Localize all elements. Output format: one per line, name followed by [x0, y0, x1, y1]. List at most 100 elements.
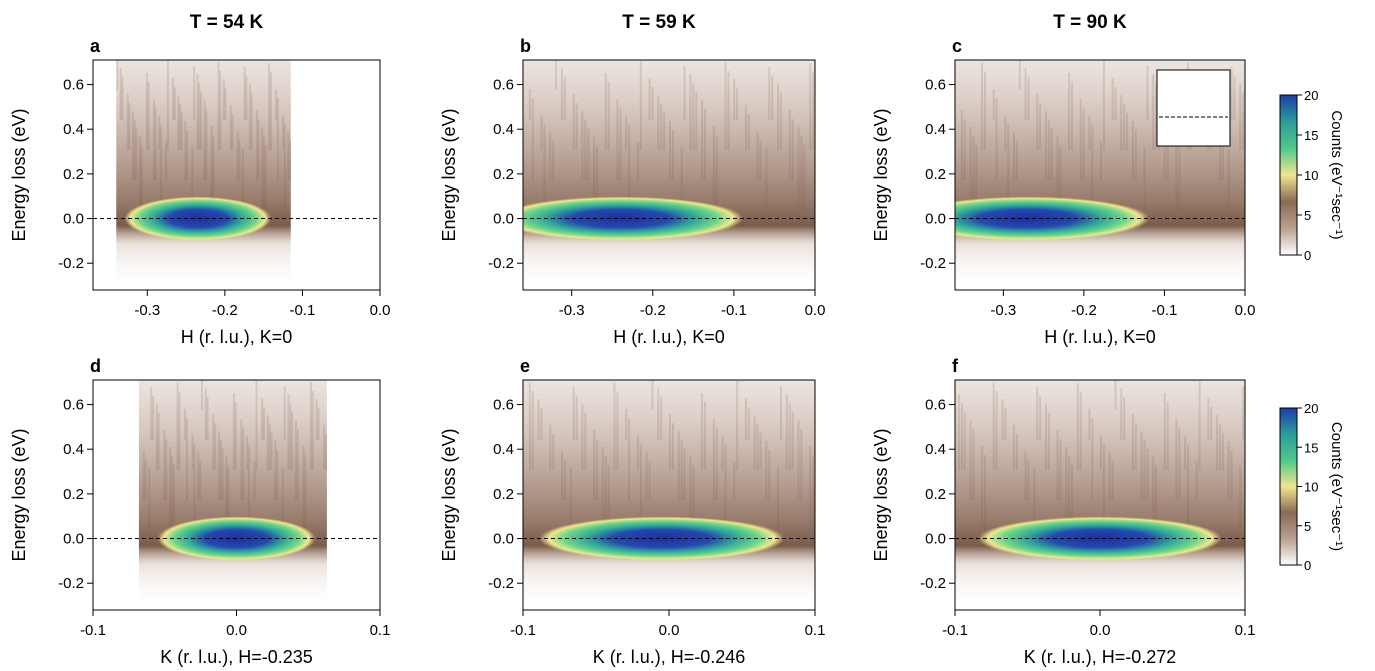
heatmap-texture — [135, 129, 138, 180]
heatmap-texture — [1056, 430, 1059, 500]
heatmap-texture — [788, 403, 791, 470]
heatmap-texture — [1218, 424, 1221, 470]
heatmap-texture — [1039, 396, 1042, 440]
heatmap-texture — [152, 396, 155, 440]
heatmap-texture — [657, 388, 660, 440]
y-tick-label: 0.0 — [493, 211, 514, 228]
heatmap-texture — [276, 98, 279, 180]
y-tick-label: 0.6 — [63, 77, 84, 94]
heatmap — [523, 380, 815, 610]
y-tick-label: -0.2 — [58, 255, 84, 272]
y-tick-label: -0.2 — [488, 575, 514, 592]
heatmap-texture — [701, 393, 704, 470]
y-tick-label: 0.2 — [63, 486, 84, 503]
heatmap-texture — [1001, 399, 1004, 440]
heatmap-texture — [1018, 60, 1021, 90]
heatmap-texture — [809, 63, 812, 150]
heatmap-texture — [131, 111, 134, 180]
heatmap-texture — [528, 382, 531, 470]
x-tick-label: -0.1 — [80, 622, 106, 639]
heatmap-texture — [294, 420, 297, 500]
heatmap-texture — [963, 412, 966, 470]
heatmap-texture — [212, 414, 215, 470]
heatmap-texture — [1123, 397, 1126, 440]
heatmap-texture — [178, 392, 181, 470]
y-tick-label: -0.2 — [488, 255, 514, 272]
y-axis-label: Energy loss (eV) — [871, 108, 891, 241]
heatmap-texture — [289, 403, 292, 470]
heatmap-texture — [243, 67, 246, 120]
heatmap-texture — [733, 462, 736, 500]
heatmap-texture — [1047, 413, 1050, 470]
heatmap — [955, 380, 1245, 610]
heatmap-texture — [540, 115, 543, 150]
y-tick-label: 0.6 — [925, 77, 946, 94]
heatmap-texture — [1071, 465, 1073, 530]
y-tick-label: 0.2 — [493, 166, 514, 183]
heatmap-texture — [1198, 381, 1201, 470]
heatmap-texture — [212, 135, 215, 210]
heatmap-texture — [771, 76, 774, 120]
y-tick-label: -0.2 — [920, 255, 946, 272]
x-tick-label: -0.2 — [1071, 302, 1097, 319]
heatmap-texture — [768, 67, 771, 120]
y-axis-label: Energy loss (eV) — [439, 428, 459, 561]
y-tick-label: 0.2 — [925, 166, 946, 183]
y-tick-label: 0.0 — [493, 531, 514, 548]
heatmap-texture — [563, 77, 566, 120]
heatmap-texture — [753, 415, 756, 470]
x-axis-label: K (r. l.u.), H=-0.246 — [593, 647, 746, 667]
heatmap-texture — [657, 95, 660, 150]
heatmap-texture — [150, 387, 153, 440]
colorbar-tick-label: 0 — [1304, 558, 1311, 573]
heatmap-texture — [1152, 457, 1155, 530]
heatmap-texture — [1134, 130, 1137, 180]
heatmap-coverage — [116, 60, 291, 290]
heatmap-texture — [625, 116, 628, 150]
x-tick-label: -0.1 — [510, 622, 536, 639]
heatmap-texture — [148, 468, 151, 530]
heatmap-texture — [803, 145, 806, 210]
heatmap-texture — [604, 456, 607, 530]
heatmap-texture — [1111, 78, 1114, 120]
heatmap-texture — [779, 386, 782, 440]
heatmap-texture — [1131, 121, 1134, 180]
heatmap-texture — [231, 114, 234, 150]
heatmap-texture — [572, 387, 575, 440]
heatmap-texture — [155, 404, 158, 470]
heatmap-texture — [119, 68, 122, 120]
heatmap-texture — [1059, 439, 1062, 500]
intensity-peak — [955, 196, 1150, 241]
panel-label: b — [520, 36, 531, 56]
heatmap-texture — [727, 71, 730, 150]
heatmap-texture — [177, 95, 180, 150]
heatmap-texture — [199, 461, 202, 500]
heatmap-texture — [176, 383, 179, 470]
heatmap-texture — [724, 445, 727, 530]
y-axis-label: Energy loss (eV) — [871, 428, 891, 561]
heatmap-texture — [1195, 462, 1198, 500]
heatmap-texture — [282, 115, 285, 150]
heatmap-texture — [747, 407, 750, 440]
x-tick-label: -0.3 — [559, 302, 585, 319]
heatmap-texture — [800, 136, 803, 210]
heatmap-texture — [287, 132, 290, 180]
heatmap-texture — [651, 87, 654, 120]
heatmap-texture — [569, 468, 572, 530]
heatmap-texture — [198, 83, 201, 150]
heatmap-texture — [1131, 414, 1134, 470]
y-tick-label: -0.2 — [58, 575, 84, 592]
heatmap-coverage — [138, 380, 327, 610]
intensity-peak — [124, 196, 272, 241]
heatmap-texture — [1056, 137, 1059, 210]
x-tick-label: -0.2 — [212, 302, 238, 319]
x-tick-label: 0.0 — [1090, 622, 1111, 639]
heatmap-texture — [1134, 423, 1137, 470]
heatmap-texture — [636, 142, 639, 180]
heatmap-texture — [777, 467, 780, 530]
heatmap-texture — [809, 446, 812, 530]
heatmap-texture — [173, 87, 176, 120]
heatmap-texture — [736, 88, 739, 120]
heatmap-texture — [180, 113, 183, 150]
heatmap-texture — [291, 412, 294, 470]
